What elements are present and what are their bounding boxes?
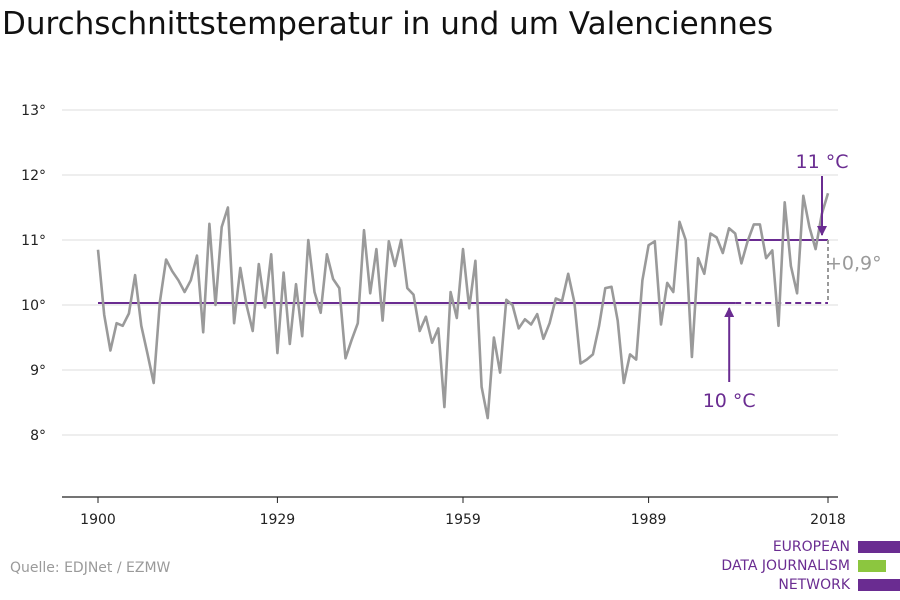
edjnet-logo: EUROPEAN DATA JOURNALISM NETWORK <box>700 538 900 600</box>
x-tick-label: 1959 <box>445 512 481 528</box>
y-tick-label: 12° <box>21 168 46 184</box>
logo-line-network: NETWORK <box>778 577 850 593</box>
x-tick-label: 1989 <box>631 512 667 528</box>
y-tick-label: 10° <box>21 298 46 314</box>
x-tick-label: 2018 <box>810 512 846 528</box>
reference-label-10: 10 °C <box>703 390 756 412</box>
reference-label-11: 11 °C <box>796 151 849 173</box>
y-tick-label: 11° <box>21 233 46 249</box>
x-tick-label: 1900 <box>80 512 116 528</box>
logo-bar-top <box>858 541 900 553</box>
logo-bar-middle <box>858 560 886 572</box>
x-axis-ticks: 1900 1929 1959 1989 2018 <box>62 496 846 528</box>
logo-line-european: EUROPEAN <box>772 539 850 555</box>
grid-lines <box>62 109 838 436</box>
y-tick-label: 9° <box>30 363 46 379</box>
annotations: +0,9° 10 °C 11 °C <box>703 151 882 412</box>
y-tick-label: 13° <box>21 103 46 119</box>
temperature-line <box>96 192 830 420</box>
y-tick-label: 8° <box>30 428 46 444</box>
x-tick-label: 1929 <box>260 512 296 528</box>
logo-line-data-journalism: DATA JOURNALISM <box>721 558 850 574</box>
temperature-chart: 8° 9° 10° 11° 12° 13° 1900 1929 1959 1989 2018 +0… <box>21 103 882 528</box>
y-axis-ticks: 8° 9° 10° 11° 12° 13° <box>21 103 46 444</box>
logo-bar-bottom <box>858 579 900 591</box>
chart-title: Durchschnittstemperatur in und um Valenc… <box>2 6 774 42</box>
source-note: Quelle: EDJNet / EZMW <box>10 560 171 576</box>
series-layer <box>96 192 830 420</box>
difference-label: +0,9° <box>826 252 882 274</box>
